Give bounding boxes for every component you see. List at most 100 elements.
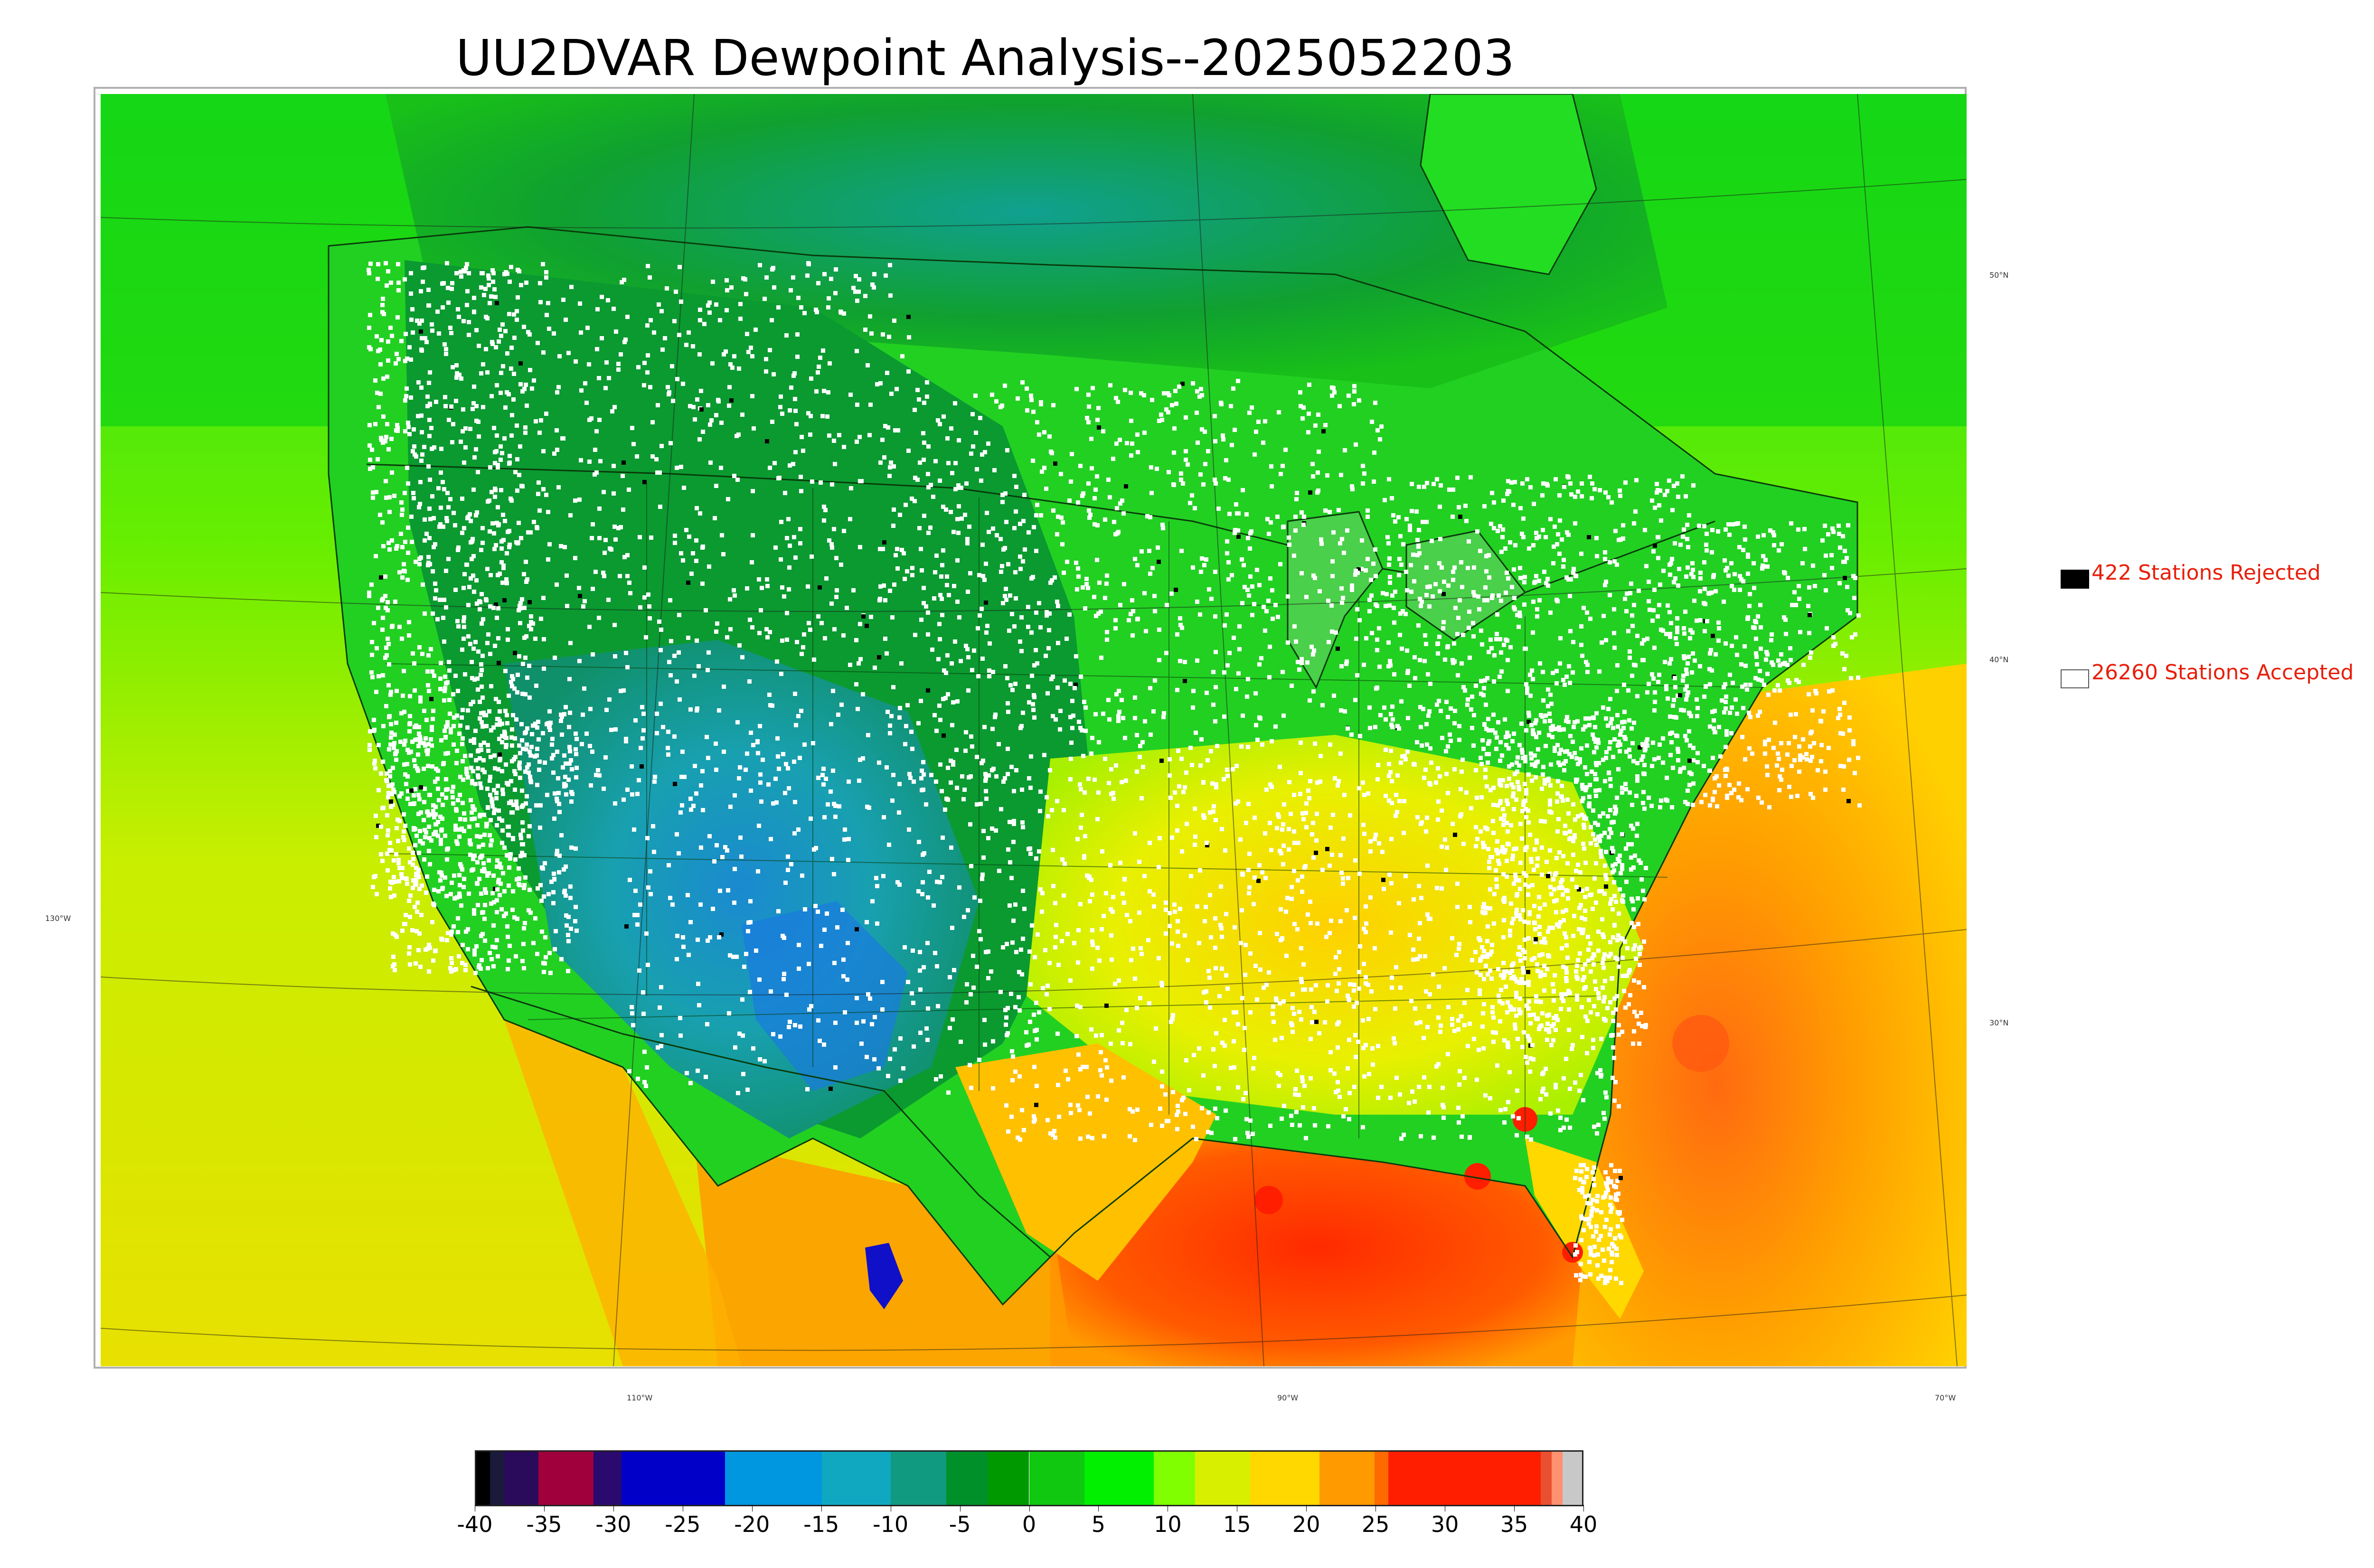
- station-marker: [1367, 705, 1372, 710]
- station-marker: [500, 451, 504, 455]
- station-marker: [1195, 389, 1199, 394]
- station-marker: [1581, 842, 1585, 846]
- station-marker: [501, 364, 505, 368]
- station-marker: [482, 869, 487, 873]
- station-marker: [751, 533, 755, 537]
- station-marker: [940, 789, 944, 793]
- station-marker: [417, 557, 422, 561]
- station-marker: [1251, 1132, 1255, 1136]
- station-marker: [1371, 1062, 1375, 1067]
- station-marker: [1311, 573, 1316, 578]
- station-marker: [1705, 532, 1709, 536]
- station-marker: [1454, 953, 1459, 957]
- station-marker: [505, 581, 509, 585]
- station-marker: [1664, 632, 1668, 636]
- station-marker: [1300, 811, 1305, 816]
- station-marker: [1634, 957, 1638, 961]
- station-marker: [537, 760, 542, 764]
- station-marker: [1052, 1129, 1056, 1133]
- station-marker: [1361, 823, 1366, 827]
- station-marker: [1546, 1027, 1551, 1032]
- station-marker: [1823, 788, 1828, 792]
- station-marker: [1093, 522, 1097, 526]
- station-marker: [745, 751, 749, 756]
- station-marker: [1501, 498, 1506, 503]
- station-marker: [1606, 723, 1610, 728]
- station-marker: [1728, 673, 1732, 677]
- station-marker: [1527, 714, 1531, 718]
- station-marker: [368, 458, 372, 462]
- station-marker: [1360, 538, 1364, 543]
- station-marker: [377, 743, 381, 747]
- station-marker: [367, 443, 372, 448]
- station-marker: [959, 659, 963, 663]
- station-marker: [680, 750, 685, 754]
- station-marker: [829, 277, 833, 281]
- station-marker: [1626, 629, 1630, 633]
- station-marker: [1083, 606, 1087, 610]
- station-marker: [1230, 443, 1234, 447]
- station-marker: [405, 357, 409, 361]
- station-marker: [1853, 632, 1857, 637]
- station-marker: [415, 766, 419, 770]
- station-marker: [1573, 1080, 1577, 1085]
- station-marker: [962, 788, 967, 792]
- station-marker: [686, 581, 690, 585]
- station-marker: [1671, 766, 1675, 770]
- station-marker: [1485, 827, 1489, 831]
- station-marker: [417, 562, 422, 566]
- station-marker: [1602, 1117, 1607, 1121]
- station-marker: [519, 283, 523, 287]
- station-marker: [555, 448, 559, 452]
- station-marker: [877, 655, 881, 659]
- station-marker: [492, 531, 496, 535]
- station-marker: [374, 554, 378, 558]
- station-marker: [1553, 749, 1557, 753]
- station-marker: [1424, 722, 1429, 726]
- station-marker: [376, 457, 380, 461]
- station-marker: [386, 828, 390, 833]
- station-marker: [486, 743, 490, 747]
- station-marker: [489, 294, 493, 299]
- station-marker: [1603, 490, 1608, 495]
- station-marker: [587, 362, 591, 366]
- station-marker: [491, 606, 496, 610]
- station-marker: [981, 574, 985, 578]
- station-marker: [499, 444, 503, 449]
- station-marker: [922, 458, 926, 462]
- station-marker: [517, 866, 521, 871]
- station-marker: [1564, 970, 1569, 975]
- station-marker: [1687, 770, 1692, 775]
- station-marker: [1619, 871, 1623, 875]
- station-marker: [1572, 914, 1576, 918]
- station-marker: [1573, 833, 1577, 837]
- station-marker: [1578, 760, 1582, 764]
- station-marker: [1502, 896, 1507, 900]
- station-marker: [1435, 703, 1439, 707]
- station-marker: [921, 788, 925, 792]
- station-marker: [469, 702, 473, 706]
- station-marker: [1588, 475, 1592, 479]
- station-marker: [1247, 891, 1251, 895]
- station-marker: [650, 420, 655, 424]
- station-marker: [1441, 592, 1446, 596]
- station-marker: [699, 389, 703, 393]
- station-marker: [1559, 885, 1563, 889]
- station-marker: [388, 326, 393, 330]
- station-marker: [1393, 1006, 1397, 1011]
- station-marker: [495, 433, 499, 438]
- station-marker: [1506, 1043, 1510, 1048]
- station-marker: [1596, 930, 1601, 934]
- station-marker: [1540, 845, 1544, 850]
- station-marker: [1557, 725, 1561, 730]
- station-marker: [1513, 607, 1517, 611]
- station-marker: [579, 458, 583, 462]
- station-marker: [1731, 681, 1735, 685]
- station-marker: [1191, 689, 1196, 693]
- station-marker: [1352, 1005, 1356, 1009]
- station-marker: [1452, 641, 1456, 646]
- station-marker: [1342, 551, 1346, 555]
- station-marker: [1083, 790, 1087, 795]
- station-marker: [386, 642, 391, 646]
- station-marker: [1474, 825, 1478, 829]
